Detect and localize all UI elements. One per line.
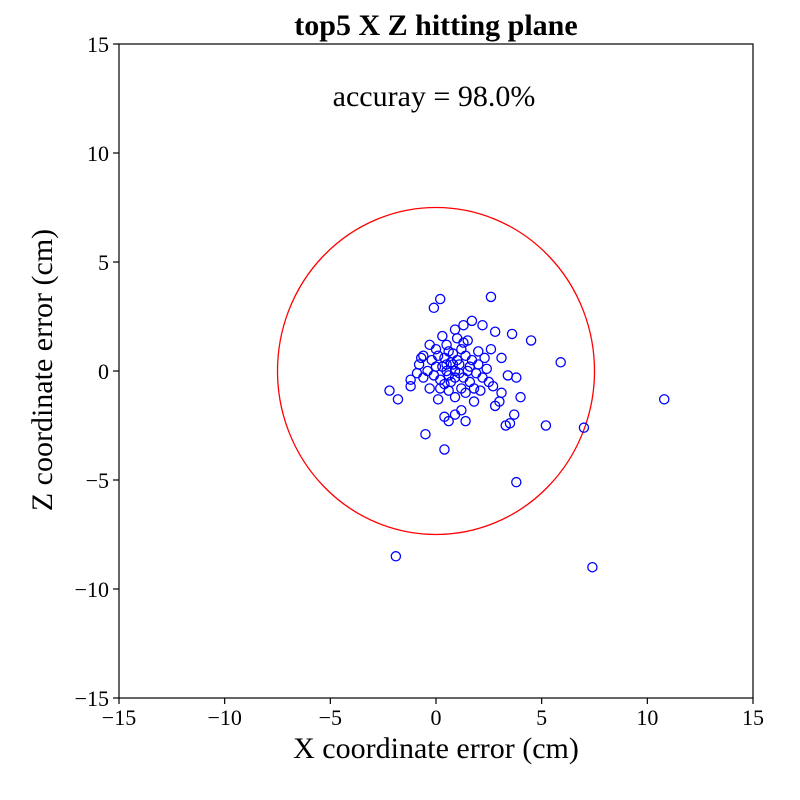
data-point: [422, 365, 433, 377]
data-point: [485, 291, 497, 303]
x-tick-label: 0: [431, 705, 442, 730]
data-point: [451, 333, 463, 344]
y-tick-label: 15: [87, 32, 109, 57]
data-point: [658, 394, 670, 405]
y-axis-label: Z coordinate error (cm): [26, 229, 59, 511]
data-point: [432, 350, 444, 361]
data-point: [475, 385, 486, 396]
data-point: [496, 387, 507, 399]
data-point: [437, 330, 448, 342]
data-point: [445, 376, 457, 388]
data-point: [468, 383, 480, 394]
data-point: [462, 365, 473, 377]
data-point: [449, 409, 461, 420]
data-point: [434, 383, 446, 394]
data-point: [460, 387, 471, 399]
y-tick-label: −10: [75, 577, 109, 602]
data-point: [506, 328, 518, 340]
x-tick-label: 10: [636, 705, 658, 730]
data-point: [439, 352, 450, 364]
y-tick-label: 10: [87, 141, 109, 166]
data-point: [420, 428, 431, 440]
data-point: [489, 326, 501, 338]
data-point: [413, 359, 425, 370]
data-point: [508, 409, 520, 420]
data-point: [460, 415, 471, 427]
data-point: [473, 359, 484, 370]
data-point: [470, 367, 482, 379]
data-point: [487, 381, 499, 392]
data-point: [578, 422, 590, 433]
data-point: [504, 418, 516, 429]
data-point: [481, 363, 492, 375]
x-tick-label: 15: [742, 705, 764, 730]
data-point: [460, 350, 471, 361]
y-tick-label: −15: [75, 686, 109, 711]
data-point: [428, 302, 440, 314]
data-point: [485, 343, 497, 355]
data-point: [477, 319, 488, 331]
data-point: [449, 324, 461, 335]
data-point: [466, 315, 478, 327]
data-point: [464, 376, 476, 388]
data-point: [411, 367, 423, 379]
data-point: [424, 383, 435, 394]
data-point: [447, 348, 459, 359]
data-point: [434, 293, 446, 305]
data-point: [415, 352, 427, 364]
data-point: [489, 400, 501, 412]
data-point: [426, 354, 438, 366]
x-axis-label: X coordinate error (cm): [293, 732, 579, 765]
accuracy-annotation: accuray = 98.0%: [333, 80, 536, 113]
data-point: [405, 381, 416, 392]
data-point: [392, 394, 404, 405]
y-tick-label: 0: [98, 359, 109, 384]
data-point: [430, 343, 442, 355]
data-point: [432, 394, 444, 405]
data-point: [479, 352, 490, 364]
data-point: [384, 385, 395, 396]
x-tick-label: −10: [207, 705, 241, 730]
data-point: [540, 420, 552, 431]
data-point: [449, 391, 461, 403]
data-point: [477, 372, 488, 383]
data-point: [511, 476, 522, 488]
data-point: [443, 415, 454, 427]
data-point: [441, 339, 452, 351]
threshold-circle: [276, 206, 596, 536]
chart-title: top5 X Z hitting plane: [294, 9, 577, 42]
data-point: [525, 335, 537, 346]
data-point: [468, 396, 480, 407]
data-point: [587, 561, 598, 573]
data-point: [511, 372, 522, 383]
data-point: [424, 339, 435, 351]
y-tick-label: 5: [98, 250, 109, 275]
x-tick-label: 5: [536, 705, 547, 730]
data-point: [515, 391, 526, 403]
data-point: [502, 370, 514, 381]
data-point: [458, 337, 469, 348]
data-point: [418, 350, 429, 361]
data-point: [443, 370, 454, 381]
data-point: [418, 372, 429, 383]
x-tick-label: −15: [102, 705, 136, 730]
data-point: [458, 319, 469, 331]
data-point: [441, 359, 452, 370]
data-point: [428, 370, 440, 381]
data-point: [456, 343, 467, 355]
data-point: [390, 551, 402, 562]
data-point: [456, 404, 467, 416]
data-point: [439, 444, 450, 455]
y-tick-label: −5: [86, 468, 109, 493]
data-point: [405, 374, 416, 385]
data-point: [453, 359, 465, 370]
data-point: [555, 357, 566, 368]
x-tick-label: −5: [319, 705, 342, 730]
data-point: [496, 352, 507, 364]
data-point: [466, 354, 478, 366]
data-point: [473, 346, 484, 357]
